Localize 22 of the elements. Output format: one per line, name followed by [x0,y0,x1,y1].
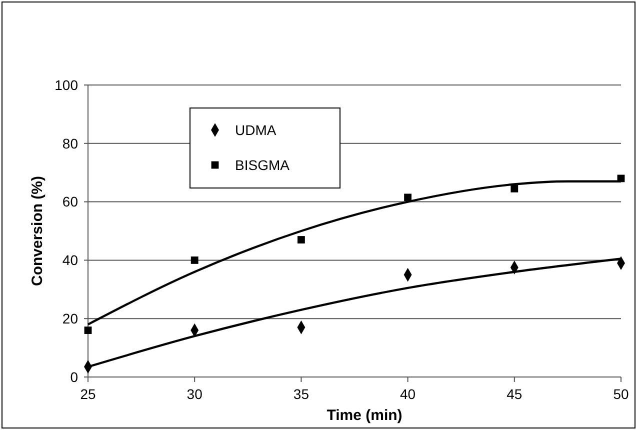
legend-label: UDMA [235,122,277,138]
x-tick-label: 50 [613,386,629,402]
y-tick-label: 40 [62,252,78,268]
x-axis-title: Time (min) [326,407,402,424]
y-tick-label: 20 [62,310,78,326]
point [297,236,305,244]
x-tick-label: 40 [400,386,416,402]
y-axis-title: Conversion (%) [29,176,46,286]
y-tick-label: 0 [70,368,78,385]
legend-label: BISGMA [235,156,290,173]
x-tick-label: 45 [506,386,522,402]
point [510,184,518,192]
y-tick-label: 60 [62,194,78,210]
x-tick-label: 25 [80,386,96,402]
x-tick-label: 35 [293,386,310,402]
x-tick-label: 30 [186,386,203,402]
point [404,194,412,202]
y-tick-label: 80 [62,135,78,152]
point [190,256,198,264]
point [84,326,92,334]
y-tick-label: 100 [54,76,78,93]
point [617,174,625,182]
